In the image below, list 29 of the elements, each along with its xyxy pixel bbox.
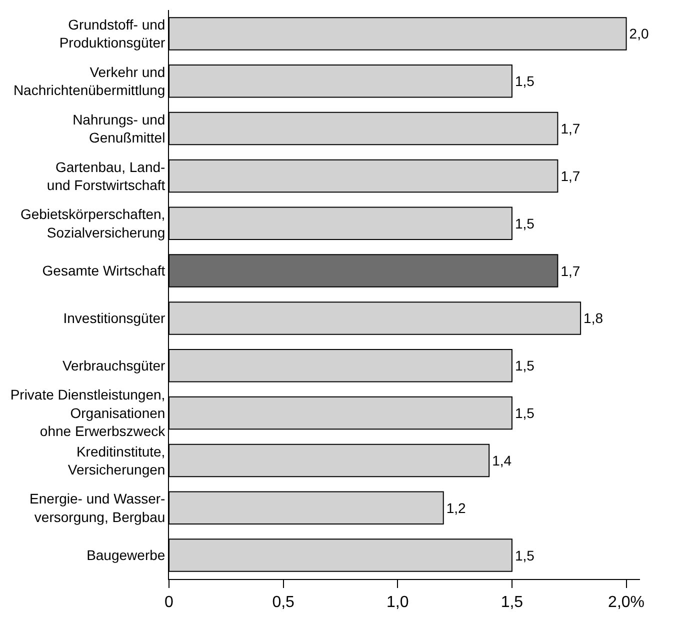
- data-label: 1,7: [560, 168, 580, 184]
- data-label: 1,2: [446, 500, 466, 516]
- y-tick-label: Gartenbau, Land- und Forstwirtschaft: [46, 158, 166, 193]
- x-tick-label: 0: [164, 594, 174, 612]
- x-tick-label: 1,0: [386, 594, 409, 612]
- data-label: 1,7: [560, 262, 580, 279]
- y-tick-label: Verbrauchsgüter: [62, 358, 166, 374]
- data-label: 1,7: [560, 120, 580, 137]
- data-label: 1,5: [514, 405, 535, 422]
- y-tick-label: Baugewerbe: [86, 547, 166, 564]
- y-tick-label: Investitionsgüter: [63, 310, 166, 326]
- y-tick-label: Kreditinstitute, Versicherungen: [68, 443, 166, 478]
- data-label: 1,5: [514, 358, 535, 374]
- y-tick-label: Nahrungs- und Genußmittel: [72, 111, 166, 146]
- y-tick-label: Gesamte Wirtschaft: [42, 262, 166, 279]
- data-label: 1,5: [514, 215, 535, 232]
- y-tick-label: Private Dienstleistungen, Organisationen ohne Erwerbszweck: [10, 386, 166, 440]
- x-tick-label: 1,5: [500, 594, 524, 612]
- x-tick-label: 0,5: [272, 594, 295, 612]
- data-label: 1,4: [492, 452, 512, 468]
- data-label: 1,8: [584, 310, 604, 326]
- y-tick-label: Verkehr und Nachrichtenübermittlung: [13, 64, 166, 98]
- y-tick-label: Gebietskörperschaften, Sozialversicherung: [20, 206, 166, 240]
- y-tick-label: Energie- und Wasser- versorgung, Bergbau: [30, 490, 166, 525]
- data-label: 1,5: [514, 73, 535, 90]
- x-tick-label: 2,0%: [608, 594, 645, 612]
- data-label: 2,0: [629, 26, 649, 42]
- y-tick-label: Grundstoff- und Produktionsgüter: [59, 16, 166, 51]
- data-label: 1,5: [514, 547, 535, 564]
